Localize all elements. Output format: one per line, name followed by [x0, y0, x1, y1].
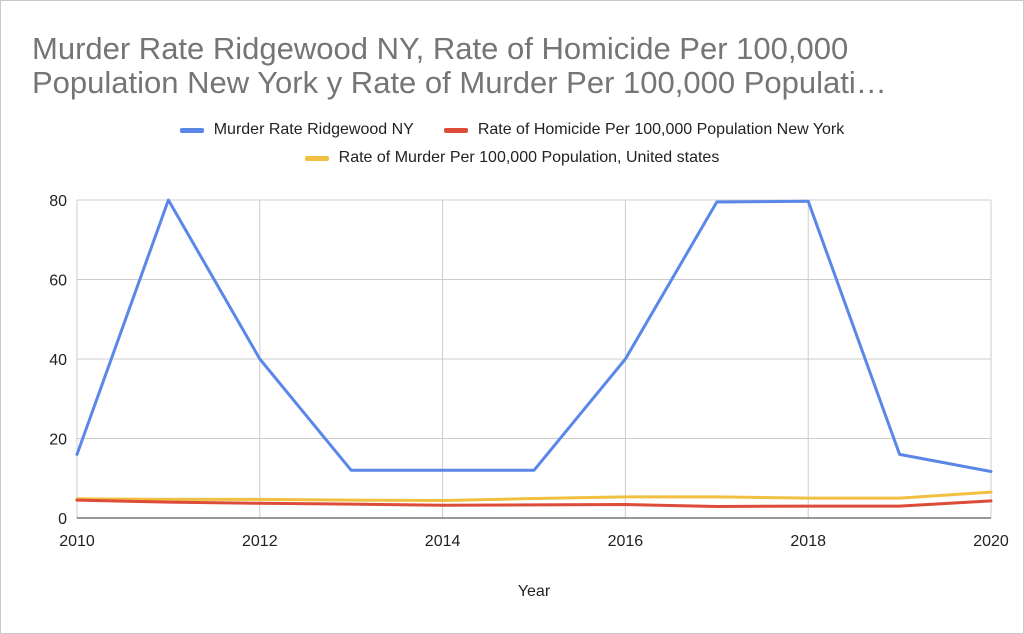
x-tick-label-2014: 2014 [425, 533, 461, 550]
legend-row-1: Murder Rate Ridgewood NY Rate of Homicid… [0, 121, 1024, 139]
y-tick-label-40: 40 [49, 352, 67, 369]
x-tick-label-2020: 2020 [973, 533, 1009, 550]
legend-label-united-states: Rate of Murder Per 100,000 Population, U… [338, 149, 720, 166]
x-tick-label-2010: 2010 [59, 533, 95, 550]
legend-swatch-new-york [443, 127, 468, 133]
x-axis-title: Year [518, 583, 551, 600]
y-tick-label-0: 0 [58, 511, 67, 528]
legend-item-ridgewood[interactable]: Murder Rate Ridgewood NY [179, 121, 414, 139]
legend-swatch-united-states [304, 155, 329, 161]
legend-row-2: Rate of Murder Per 100,000 Population, U… [0, 149, 1024, 167]
legend-item-united-states[interactable]: Rate of Murder Per 100,000 Population, U… [304, 149, 720, 167]
chart-title: Murder Rate Ridgewood NY, Rate of Homici… [32, 32, 992, 100]
series-line-ridgewood [75, 198, 993, 473]
y-tick-label-60: 60 [49, 273, 67, 290]
chart-title-line-1: Murder Rate Ridgewood NY, Rate of Homici… [32, 32, 849, 66]
x-tick-label-2018: 2018 [790, 533, 826, 550]
legend-item-new-york[interactable]: Rate of Homicide Per 100,000 Population … [443, 121, 845, 139]
series-line-united-states [75, 490, 993, 503]
y-tick-label-80: 80 [49, 193, 67, 210]
chart-title-line-2: Population New York y Rate of Murder Per… [32, 66, 887, 100]
x-tick-label-2016: 2016 [608, 533, 644, 550]
x-tick-label-2012: 2012 [242, 533, 278, 550]
legend-label-ridgewood: Murder Rate Ridgewood NY [213, 121, 414, 138]
legend-label-new-york: Rate of Homicide Per 100,000 Population … [477, 121, 845, 138]
series-line-new-york [75, 498, 993, 508]
y-tick-label-20: 20 [49, 432, 67, 449]
legend-swatch-ridgewood [179, 127, 204, 133]
